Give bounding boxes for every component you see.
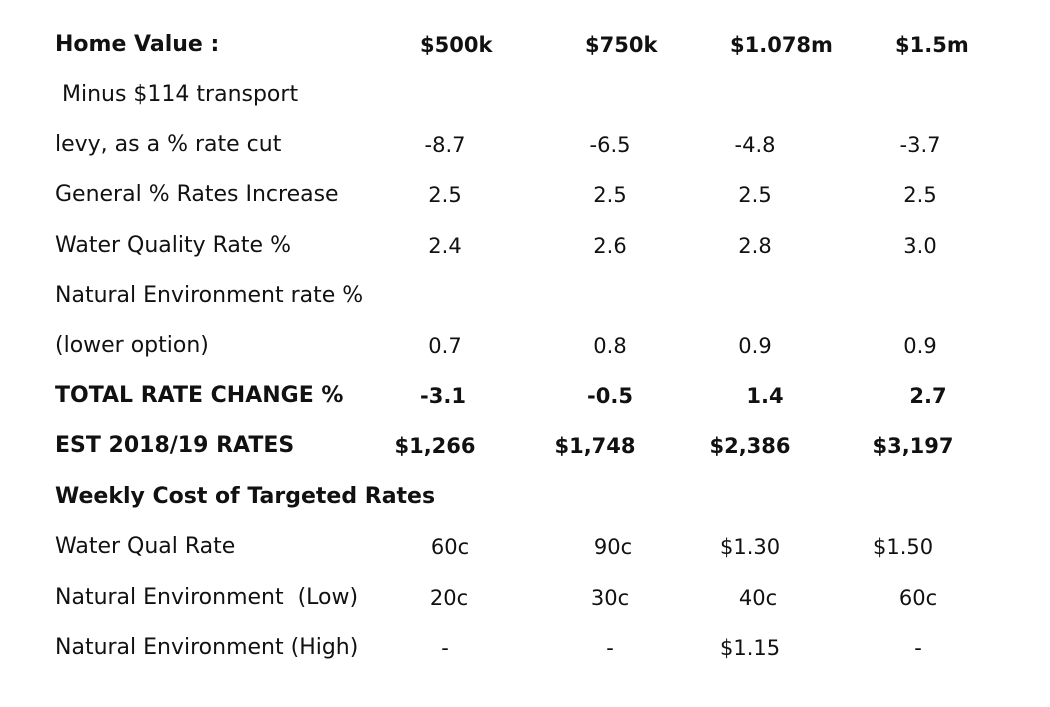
row-value: -3.7	[899, 133, 941, 157]
table-row: Natural Environment (Low) 20c 30c 40c 60…	[0, 578, 1050, 618]
table-row: Water Qual Rate 60c 90c $1.30 $1.50	[0, 527, 1050, 567]
row-label: levy, as a % rate cut	[55, 132, 282, 157]
home-value-label: Home Value :	[55, 32, 220, 57]
row-value: -4.8	[734, 133, 776, 157]
column-header-1-5m: $1.5m	[895, 33, 969, 57]
table-row: Minus $114 transport	[0, 75, 1050, 115]
row-label: Water Qual Rate	[55, 534, 236, 559]
row-value: -	[441, 636, 449, 660]
row-value: $1.30	[720, 535, 781, 559]
row-value: $1,748	[554, 434, 636, 458]
table-row: Natural Environment (High) - - $1.15 -	[0, 628, 1050, 668]
row-value: 60c	[898, 586, 938, 610]
row-value: -6.5	[589, 133, 631, 157]
row-value: 2.5	[903, 183, 937, 207]
row-value: 90c	[593, 535, 633, 559]
section-heading: Weekly Cost of Targeted Rates	[55, 484, 436, 509]
row-value: 2.7	[909, 384, 947, 408]
row-value: 2.5	[593, 183, 627, 207]
table-row-total: TOTAL RATE CHANGE % -3.1 -0.5 1.4 2.7	[0, 376, 1050, 416]
row-value: 3.0	[903, 234, 937, 258]
row-value: $1.15	[720, 636, 781, 660]
row-label: EST 2018/19 RATES	[55, 433, 295, 458]
row-label: Natural Environment rate %	[55, 283, 364, 308]
row-value: 2.5	[738, 183, 772, 207]
row-value: 1.4	[746, 384, 784, 408]
row-value: -	[914, 636, 922, 660]
row-value: 2.8	[738, 234, 772, 258]
row-value: 0.9	[738, 334, 772, 358]
row-label: Natural Environment (High)	[55, 635, 359, 660]
row-value: 60c	[430, 535, 470, 559]
table-row-estimate: EST 2018/19 RATES $1,266 $1,748 $2,386 $…	[0, 426, 1050, 466]
row-value: 0.7	[428, 334, 462, 358]
row-value: -0.5	[587, 384, 633, 408]
row-label: Natural Environment (Low)	[55, 585, 359, 610]
row-value: $1,266	[394, 434, 476, 458]
row-value: 0.8	[593, 334, 627, 358]
row-label: Minus $114 transport	[55, 82, 299, 107]
row-value: 20c	[429, 586, 469, 610]
row-label: TOTAL RATE CHANGE %	[55, 383, 344, 408]
row-value: $1.50	[873, 535, 934, 559]
table-row: levy, as a % rate cut -8.7 -6.5 -4.8 -3.…	[0, 125, 1050, 165]
row-value: -	[606, 636, 614, 660]
row-value: 40c	[738, 586, 778, 610]
row-label: (lower option)	[55, 333, 209, 358]
table-row: General % Rates Increase 2.5 2.5 2.5 2.5	[0, 175, 1050, 215]
row-value: $2,386	[709, 434, 791, 458]
column-header-750k: $750k	[585, 33, 658, 57]
row-value: 2.4	[428, 234, 462, 258]
column-header-500k: $500k	[420, 33, 493, 57]
row-value: 30c	[590, 586, 630, 610]
table-row: Natural Environment rate %	[0, 276, 1050, 316]
table-row: Water Quality Rate % 2.4 2.6 2.8 3.0	[0, 226, 1050, 266]
row-label: Water Quality Rate %	[55, 233, 291, 258]
row-value: -8.7	[424, 133, 466, 157]
row-value: -3.1	[420, 384, 466, 408]
row-label: General % Rates Increase	[55, 182, 339, 207]
column-header-1078m: $1.078m	[730, 33, 833, 57]
section-heading-row: Weekly Cost of Targeted Rates	[0, 477, 1050, 517]
table-header-row: Home Value : $500k $750k $1.078m $1.5m	[0, 25, 1050, 65]
row-value: $3,197	[872, 434, 954, 458]
row-value: 2.6	[593, 234, 627, 258]
row-value: 0.9	[903, 334, 937, 358]
row-value: 2.5	[428, 183, 462, 207]
table-row: (lower option) 0.7 0.8 0.9 0.9	[0, 326, 1050, 366]
